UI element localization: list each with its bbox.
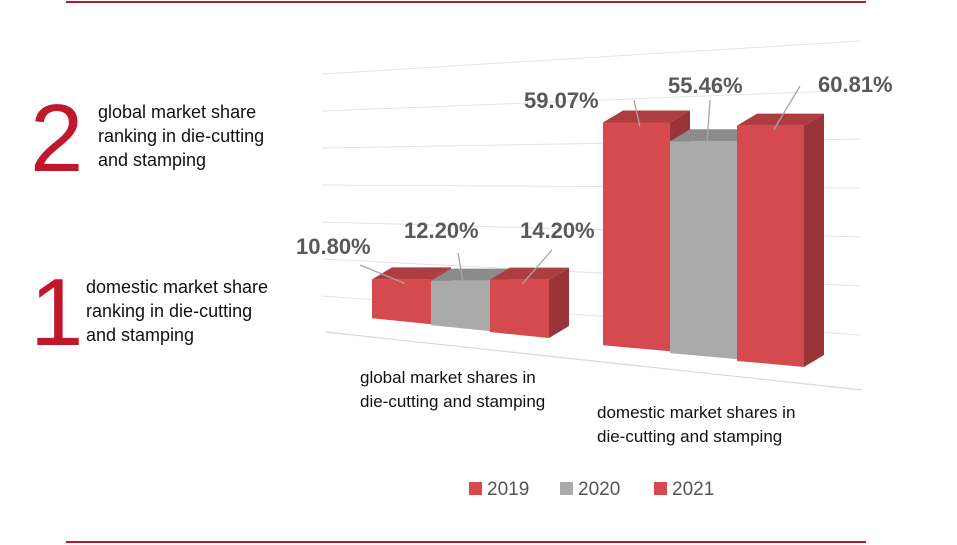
leader-line xyxy=(633,99,641,127)
domestic-ranking-number: 1 xyxy=(30,259,84,366)
leader-line xyxy=(457,252,465,285)
bar-front xyxy=(490,279,549,339)
data-label-2021-domestic: 60.81% xyxy=(818,72,893,97)
bar-front xyxy=(372,279,431,325)
legend-item-2019: 2019 xyxy=(469,479,529,500)
bar-front xyxy=(603,122,670,352)
domestic-ranking: 1 domestic market share ranking in die-c… xyxy=(30,259,269,366)
data-label-2020-global: 12.20% xyxy=(404,218,479,243)
leader-line xyxy=(521,249,553,285)
bar-front xyxy=(670,141,737,360)
bar-top xyxy=(431,268,510,281)
legend-swatch xyxy=(654,482,667,495)
leader-line xyxy=(773,85,801,130)
data-label-2019-global: 10.80% xyxy=(296,234,371,259)
leader-line xyxy=(359,264,405,284)
bar-front xyxy=(737,125,804,367)
bars xyxy=(372,110,824,367)
legend-swatch xyxy=(469,482,482,495)
leader-line xyxy=(706,99,711,146)
bar-top xyxy=(603,110,690,123)
legend-label: 2021 xyxy=(672,479,714,500)
bar-top xyxy=(670,129,757,142)
category-label-domestic: domestic market shares in die-cutting and… xyxy=(597,403,795,446)
legend-swatch xyxy=(560,482,573,495)
legend-label: 2019 xyxy=(487,479,529,500)
bar-2021-domestic xyxy=(737,113,824,367)
data-labels: 10.80% 12.20% 14.20% 59.07% 55.46% 60.81% xyxy=(296,72,893,285)
x-axis-line xyxy=(324,331,863,391)
top-divider xyxy=(66,1,866,3)
data-label-2020-domestic: 55.46% xyxy=(668,73,743,98)
gridline xyxy=(321,40,861,75)
legend-item-2021: 2021 xyxy=(654,479,714,500)
bar-side xyxy=(804,113,824,367)
bar-top xyxy=(490,267,569,280)
global-ranking: 2 global market share ranking in die-cut… xyxy=(30,85,265,192)
data-label-2019-domestic: 59.07% xyxy=(524,88,599,113)
bar-front xyxy=(431,280,490,332)
legend-label: 2020 xyxy=(578,479,620,500)
bottom-divider xyxy=(66,541,866,543)
bar-side xyxy=(549,267,569,339)
category-label-global: global market shares in die-cutting and s… xyxy=(360,368,545,411)
bar-2021-global xyxy=(490,267,569,339)
gridline xyxy=(321,89,861,112)
global-ranking-number: 2 xyxy=(30,85,84,192)
legend: 2019 2020 2021 xyxy=(469,479,714,500)
bar-top xyxy=(372,267,451,280)
data-label-2021-global: 14.20% xyxy=(520,218,595,243)
domestic-ranking-text: domestic market share ranking in die-cut… xyxy=(86,277,269,345)
legend-item-2020: 2020 xyxy=(560,479,620,500)
global-ranking-text: global market share ranking in die-cutti… xyxy=(98,102,265,170)
